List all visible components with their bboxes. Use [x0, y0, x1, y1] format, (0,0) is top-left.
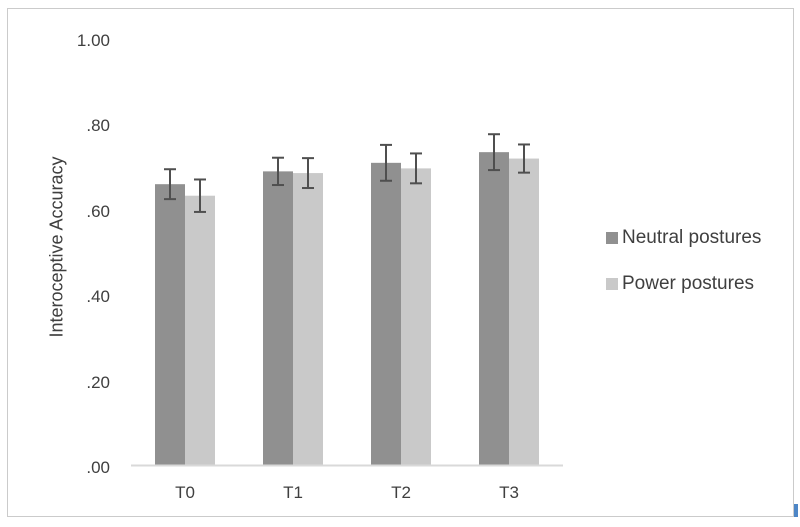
y-tick-label: .00 — [86, 458, 110, 477]
text-cursor-artifact — [794, 504, 798, 517]
legend-swatch-icon — [606, 232, 618, 244]
bar-t0-series1 — [185, 195, 215, 467]
bar-t3-series0 — [479, 152, 509, 466]
bar-t3-series1 — [509, 158, 539, 466]
legend-label: Neutral postures — [622, 227, 762, 248]
bar-t1-series1 — [293, 173, 323, 466]
bar-t2-series1 — [401, 168, 431, 467]
x-category-label: T0 — [175, 483, 195, 502]
x-category-label: T3 — [499, 483, 519, 502]
legend-swatch-icon — [606, 278, 618, 290]
legend-entry: Power postures — [606, 273, 754, 295]
y-tick-label: 1.00 — [76, 31, 110, 50]
y-tick-label: .20 — [86, 372, 110, 392]
y-tick-label: .60 — [86, 201, 110, 221]
x-category-label: T2 — [391, 483, 411, 502]
bar-t1-series0 — [263, 171, 293, 466]
bar-t0-series0 — [155, 184, 185, 466]
x-category-label: T1 — [283, 483, 303, 502]
y-axis-title: Interoceptive Accuracy — [46, 156, 67, 338]
legend-label: Power postures — [622, 273, 755, 294]
y-tick-label: .40 — [86, 287, 110, 307]
bar-t2-series0 — [371, 162, 401, 466]
y-tick-label: .80 — [86, 116, 110, 136]
legend-entry: Neutral postures — [606, 227, 761, 249]
